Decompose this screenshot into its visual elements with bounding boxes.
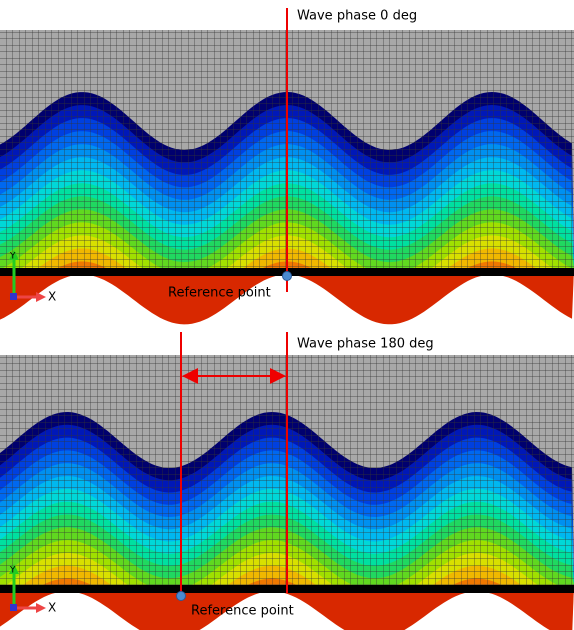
phase-label: Wave phase 0 deg	[297, 9, 417, 24]
y-axis-label: Y	[9, 252, 16, 262]
reference-label: Reference point	[191, 604, 294, 619]
phase-label: Wave phase 180 deg	[297, 337, 434, 352]
axis-triad: X Y	[9, 250, 56, 304]
x-axis-label: X	[48, 290, 56, 304]
stress-band	[0, 585, 574, 630]
stress-band	[0, 268, 574, 325]
x-axis-label: X	[48, 601, 56, 615]
reference-marker	[282, 271, 292, 281]
reference-marker	[176, 591, 186, 601]
y-axis-label: Y	[9, 566, 16, 576]
reference-label: Reference point	[168, 286, 271, 301]
axis-triad: X Y	[9, 564, 56, 615]
